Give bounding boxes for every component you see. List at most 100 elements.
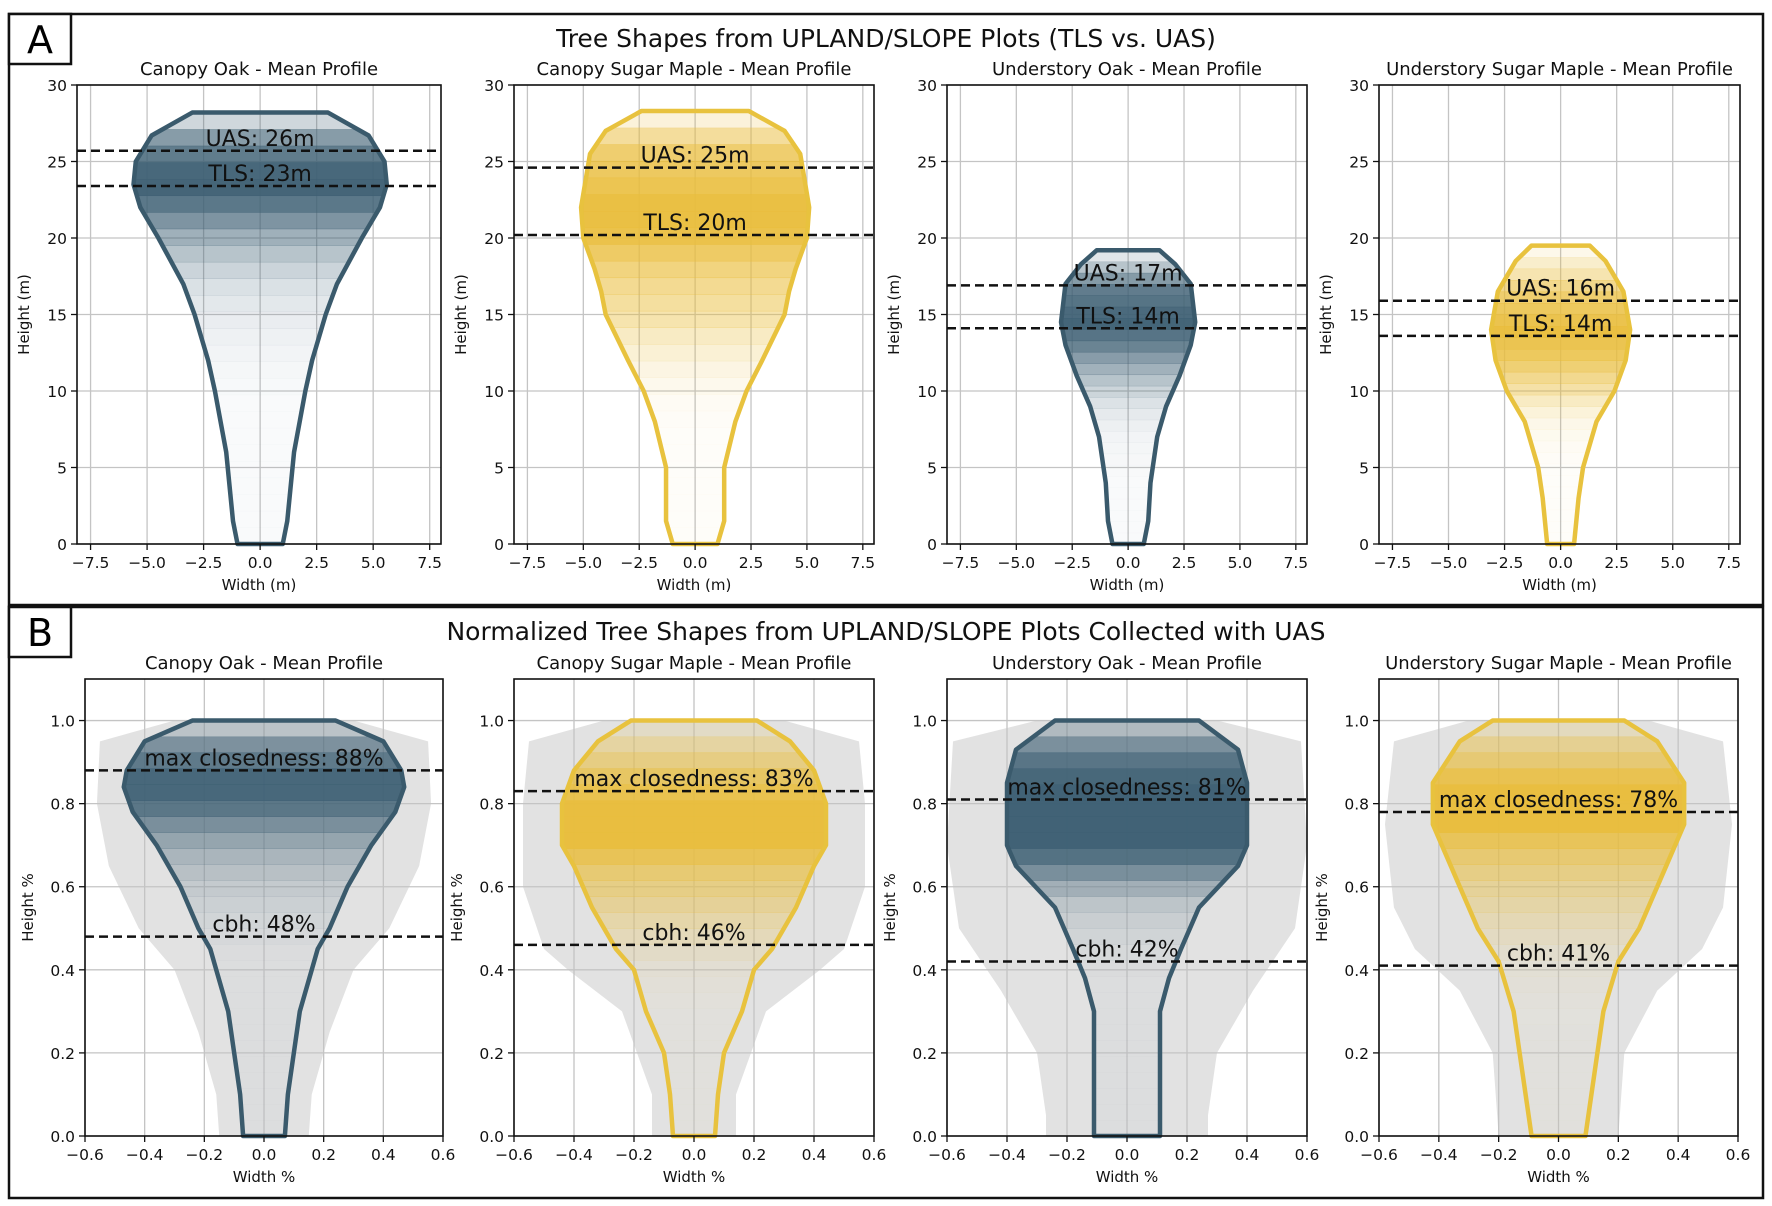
density-band — [77, 478, 441, 495]
density-band — [1491, 371, 1631, 384]
y-tick-label: 0.8 — [479, 796, 504, 814]
density-band — [77, 395, 441, 412]
y-tick-label: 10 — [484, 383, 504, 401]
density-band — [1491, 325, 1631, 338]
y-tick-label: 20 — [484, 230, 504, 248]
density-band — [133, 228, 387, 246]
density-band — [133, 195, 387, 213]
density-band — [581, 127, 810, 145]
density-band — [123, 944, 405, 961]
y-tick-label: 20 — [917, 230, 937, 248]
x-tick-label: −0.2 — [186, 1146, 224, 1164]
density-band — [1491, 360, 1631, 373]
density-band — [1061, 284, 1196, 296]
density-bands — [1379, 720, 1738, 1120]
density-band — [1061, 363, 1196, 376]
subplot-1: Canopy Oak - Mean Profile max closedness:… — [19, 653, 455, 1186]
subplot-4: Understory Sugar Maple - Mean Profile UAS… — [1317, 59, 1741, 594]
density-band — [562, 896, 826, 913]
reference-label: cbh: 42% — [1075, 938, 1178, 963]
density-band — [77, 494, 441, 511]
reference-label: TLS: 23m — [207, 162, 312, 187]
density-band — [947, 476, 1307, 488]
density-band — [1379, 487, 1740, 499]
density-band — [1061, 318, 1196, 330]
density-band — [1007, 720, 1247, 738]
density-band — [1432, 784, 1685, 801]
density-band — [1061, 397, 1196, 409]
density-band — [1061, 340, 1196, 353]
density-band — [1491, 245, 1631, 258]
density-band — [562, 816, 826, 833]
x-tick-label: −0.4 — [555, 1146, 593, 1164]
y-tick-label: 15 — [917, 307, 937, 325]
y-tick-label: 20 — [47, 230, 67, 248]
y-tick-label: 0.0 — [479, 1128, 504, 1146]
density-band — [123, 896, 405, 913]
density-band — [581, 327, 810, 345]
density-band — [581, 360, 810, 378]
y-tick-label: 25 — [1349, 154, 1369, 172]
density-band — [562, 752, 826, 769]
x-tick-label: 0.2 — [1606, 1146, 1631, 1164]
subplot-3: Understory Oak - Mean Profile UAS: 17m TLS… — [885, 59, 1308, 594]
density-band — [1379, 1072, 1738, 1088]
y-tick-label: 0.4 — [50, 962, 75, 980]
density-band — [77, 444, 441, 461]
density-band — [133, 212, 387, 230]
y-axis-label: Height % — [1313, 873, 1331, 942]
reference-label: max closedness: 88% — [144, 746, 383, 771]
density-band — [1379, 1024, 1738, 1040]
density-band — [1379, 1104, 1738, 1120]
x-axis-label: Width (m) — [657, 576, 732, 594]
y-tick-label: 15 — [47, 307, 67, 325]
y-tick-label: 25 — [484, 154, 504, 172]
density-band — [123, 800, 405, 817]
density-band — [85, 992, 443, 1008]
y-tick-label: 5 — [494, 460, 504, 478]
density-band — [123, 720, 405, 738]
x-axis-label: Width (m) — [1522, 576, 1597, 594]
density-band — [85, 1040, 443, 1056]
x-tick-label: −2.5 — [620, 554, 658, 572]
oak-profile-outline — [1004, 718, 1250, 1139]
x-tick-label: 0.0 — [682, 1146, 707, 1164]
x-tick-label: 2.5 — [1604, 554, 1629, 572]
subplot-title: Understory Sugar Maple - Mean Profile — [1385, 653, 1732, 674]
subplot-1: Canopy Oak - Mean Profile UAS: 26m TLS: 23… — [15, 59, 442, 594]
density-band — [1491, 257, 1631, 270]
density-band — [1432, 720, 1685, 738]
x-tick-label: −0.6 — [928, 1146, 966, 1164]
density-band — [514, 494, 874, 511]
x-tick-label: −0.4 — [1420, 1146, 1458, 1164]
reference-label: UAS: 17m — [1074, 261, 1183, 286]
density-band — [123, 880, 405, 897]
density-band — [1007, 864, 1247, 881]
x-tick-label: 7.5 — [1283, 554, 1308, 572]
density-band — [123, 768, 405, 785]
subplot-title: Canopy Sugar Maple - Mean Profile — [537, 653, 852, 674]
x-tick-label: 5.0 — [1660, 554, 1685, 572]
density-band — [85, 1072, 443, 1088]
y-tick-label: 0.8 — [50, 796, 75, 814]
reference-label: cbh: 41% — [1507, 942, 1610, 967]
density-band — [562, 864, 826, 881]
density-band — [1061, 408, 1196, 421]
density-band — [1379, 1088, 1738, 1104]
density-band — [133, 245, 387, 263]
y-tick-label: 0 — [57, 536, 67, 554]
density-band — [581, 111, 810, 129]
density-band — [123, 752, 405, 769]
density-band — [514, 477, 874, 494]
oak-profile-outline — [1058, 247, 1198, 547]
density-band — [581, 177, 810, 195]
density-band — [1379, 1056, 1738, 1072]
x-tick-label: 0.4 — [802, 1146, 827, 1164]
y-tick-label: 0.2 — [50, 1045, 75, 1063]
oak-profile-outline — [131, 110, 389, 547]
y-tick-label: 0.4 — [479, 962, 504, 980]
y-axis-label: Height % — [19, 873, 37, 942]
figure-title: Normalized Tree Shapes from UPLAND/SLOPE… — [446, 617, 1325, 646]
x-tick-label: −7.5 — [72, 554, 110, 572]
density-band — [1491, 406, 1631, 419]
